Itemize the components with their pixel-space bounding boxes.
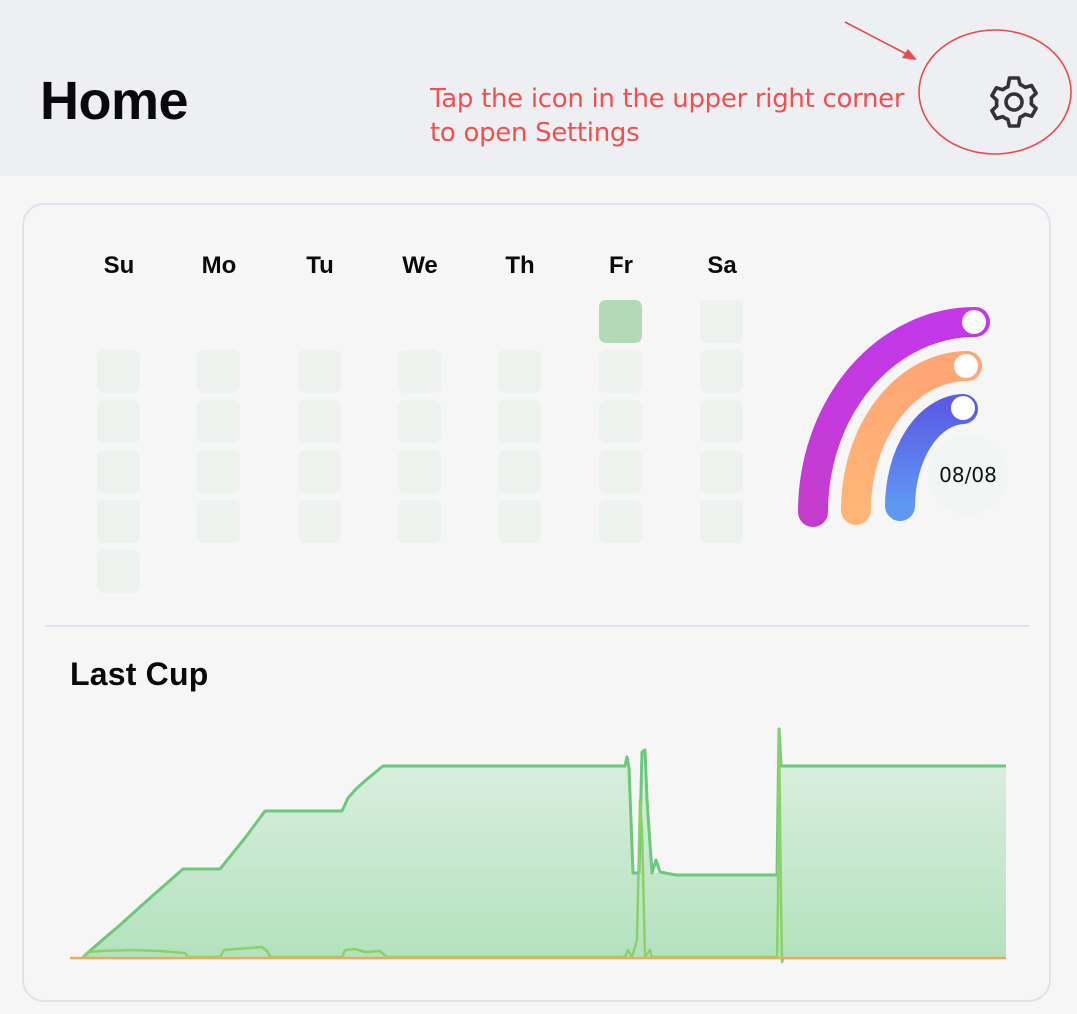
last-cup-title: Last Cup <box>70 656 209 692</box>
calendar-day[interactable] <box>298 500 341 543</box>
chart-line-cumulative <box>82 727 1006 959</box>
calendar-day[interactable] <box>498 350 541 393</box>
annotation-text: Tap the icon in the upper right corner t… <box>430 82 905 150</box>
weekday-th: Th <box>505 252 535 279</box>
calendar-day[interactable] <box>700 400 743 443</box>
calendar-day[interactable] <box>97 450 140 493</box>
annotation-line-1: Tap the icon in the upper right corner <box>430 84 905 114</box>
calendar-day[interactable] <box>700 350 743 393</box>
calendar-day[interactable] <box>97 350 140 393</box>
progress-rings <box>798 307 990 527</box>
weekday-mo: Mo <box>201 252 237 279</box>
ring-center-label: 08/08 <box>928 435 1008 515</box>
calendar-day-active[interactable] <box>599 300 642 343</box>
weekday-su: Su <box>103 252 135 279</box>
calendar-day[interactable] <box>97 400 140 443</box>
weekday-tu: Tu <box>306 252 334 279</box>
calendar-day[interactable] <box>97 500 140 543</box>
calendar-day[interactable] <box>197 450 240 493</box>
weekday-sa: Sa <box>707 252 737 279</box>
annotation-line-2: to open Settings <box>430 118 640 148</box>
calendar-day[interactable] <box>398 400 441 443</box>
calendar-day[interactable] <box>599 450 642 493</box>
page-title: Home <box>40 71 189 131</box>
calendar-day[interactable] <box>498 450 541 493</box>
calendar-day[interactable] <box>398 500 441 543</box>
ring-middle <box>841 351 982 525</box>
weekday-fr: Fr <box>609 252 633 279</box>
calendar-day[interactable] <box>398 350 441 393</box>
divider <box>46 625 1029 627</box>
calendar-day[interactable] <box>197 350 240 393</box>
calendar-day[interactable] <box>700 300 743 343</box>
weekday-we: We <box>402 252 438 279</box>
calendar-day[interactable] <box>599 400 642 443</box>
calendar-day[interactable] <box>599 350 642 393</box>
chart-area <box>83 729 1006 958</box>
calendar-day[interactable] <box>599 500 642 543</box>
ring-outer <box>798 307 990 527</box>
calendar-day[interactable] <box>298 400 341 443</box>
calendar-day[interactable] <box>700 450 743 493</box>
ring-middle-knob[interactable] <box>954 354 978 378</box>
ring-inner-knob[interactable] <box>951 396 975 420</box>
calendar-day[interactable] <box>97 550 140 593</box>
calendar-day[interactable] <box>298 350 341 393</box>
calendar-day[interactable] <box>298 450 341 493</box>
calendar-day[interactable] <box>197 500 240 543</box>
ring-inner <box>885 394 978 521</box>
calendar-day[interactable] <box>498 400 541 443</box>
calendar-day[interactable] <box>498 500 541 543</box>
ring-outer-knob[interactable] <box>962 310 986 334</box>
calendar-day[interactable] <box>700 500 743 543</box>
calendar-day[interactable] <box>398 450 441 493</box>
calendar-day[interactable] <box>197 400 240 443</box>
